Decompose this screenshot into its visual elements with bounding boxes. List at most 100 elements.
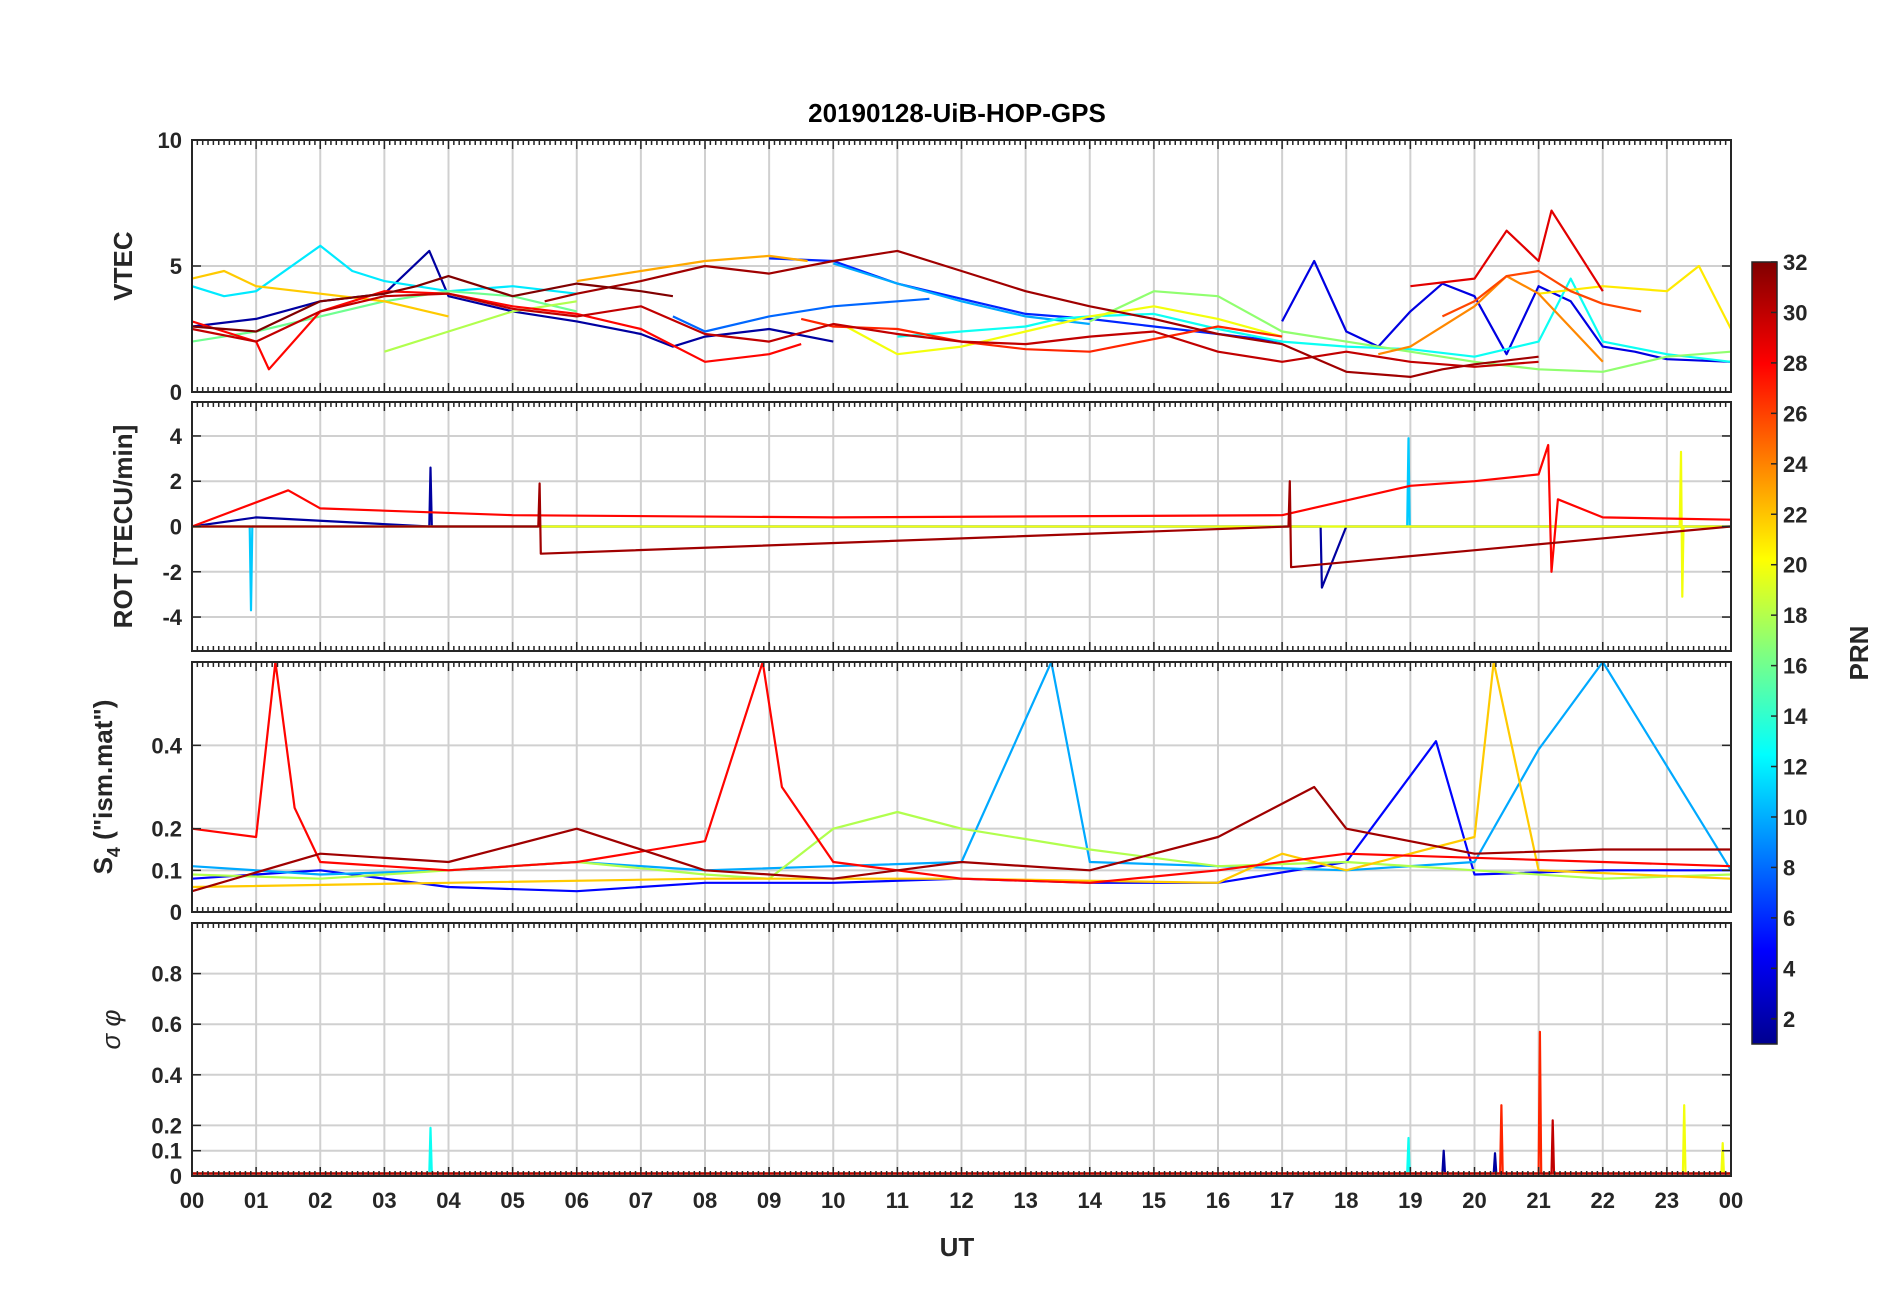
panel-sigma_phi: 00.10.2 0.4 0.6 0.8 σ φ bbox=[96, 922, 1732, 1189]
x-tick-label: 20 bbox=[1462, 1188, 1486, 1213]
x-tick-label: 14 bbox=[1078, 1188, 1103, 1213]
x-tick-label: 13 bbox=[1013, 1188, 1037, 1213]
colorbar-tick-label: 26 bbox=[1783, 401, 1807, 426]
series-line-prn-31 bbox=[192, 480, 1731, 569]
colorbar-tick-label: 12 bbox=[1783, 755, 1807, 780]
x-tick-label: 00 bbox=[1719, 1188, 1743, 1213]
y-tick-label: 5 bbox=[170, 254, 182, 279]
series-line-prn-18 bbox=[384, 300, 577, 353]
y-tick-label: 0.1 bbox=[151, 858, 182, 883]
x-tick-label: 12 bbox=[949, 1188, 973, 1213]
x-tick-label: 15 bbox=[1142, 1188, 1166, 1213]
y-tick-label: 0.4 bbox=[151, 1063, 182, 1088]
x-tick-label: 05 bbox=[500, 1188, 524, 1213]
x-tick-label: 19 bbox=[1398, 1188, 1422, 1213]
y-axis-label-s: S bbox=[88, 857, 118, 874]
series-line-prn-30 bbox=[192, 292, 1539, 368]
series-line-prn-24 bbox=[1378, 275, 1604, 363]
colorbar-tick-label: 18 bbox=[1783, 603, 1807, 628]
x-tick-label: 21 bbox=[1526, 1188, 1550, 1213]
series-line-prn-20 bbox=[845, 305, 1283, 356]
x-tick-label: 09 bbox=[757, 1188, 781, 1213]
x-tick-label: 22 bbox=[1591, 1188, 1615, 1213]
colorbar-tick-label: 30 bbox=[1783, 300, 1807, 325]
y-axis-label-s4: S4 ("ism.mat") bbox=[88, 700, 124, 875]
x-tick-label: 07 bbox=[629, 1188, 653, 1213]
y-tick-label: 0 bbox=[170, 1164, 182, 1189]
colorbar-tick-label: 32 bbox=[1783, 250, 1807, 275]
y-tick-label: 0.2 bbox=[151, 817, 182, 842]
series-line-prn-17 bbox=[1089, 290, 1731, 373]
series-line-prn-29 bbox=[1410, 209, 1604, 292]
y-tick-label: 0 bbox=[170, 515, 182, 540]
panel-rot-series-group bbox=[192, 437, 1731, 612]
colorbar-tick-label: 10 bbox=[1783, 805, 1807, 830]
y-axis-label-rest: ("ism.mat") bbox=[88, 700, 118, 847]
colorbar-tick-label: 20 bbox=[1783, 553, 1807, 578]
x-tick-label: 08 bbox=[693, 1188, 717, 1213]
y-tick-label: 0.8 bbox=[151, 962, 182, 987]
y-tick-label: 2 bbox=[170, 469, 182, 494]
series-line-prn-22 bbox=[192, 662, 1731, 889]
x-tick-label: 23 bbox=[1655, 1188, 1679, 1213]
y-tick-label: 0 bbox=[170, 900, 182, 925]
x-axis-label: UT bbox=[940, 1232, 975, 1262]
colorbar-tick-label: 2 bbox=[1783, 1007, 1795, 1032]
chart-title: 20190128-UiB-HOP-GPS bbox=[808, 98, 1106, 128]
x-tick-label: 00 bbox=[180, 1188, 204, 1213]
y-axis-label-sigma_phi: σ φ bbox=[96, 1010, 126, 1050]
x-tick-label: 17 bbox=[1270, 1188, 1294, 1213]
series-line-prn-23 bbox=[576, 254, 808, 283]
x-tick-label: 02 bbox=[308, 1188, 332, 1213]
panel-vtec-series-group bbox=[192, 209, 1731, 378]
x-tick-label: 10 bbox=[821, 1188, 845, 1213]
colorbar-tick-label: 4 bbox=[1783, 956, 1796, 981]
y-tick-label: 0 bbox=[170, 380, 182, 405]
colorbar-tick-label: 14 bbox=[1783, 704, 1808, 729]
y-tick-label: -2 bbox=[162, 560, 182, 585]
series-line-prn-28 bbox=[192, 443, 1731, 573]
series-line-prn-28 bbox=[192, 662, 1731, 884]
x-tick-labels: 00 01 02 03 04 05 06 07 08 09 10 11 12 13 14 15 16 17 18 19… bbox=[180, 1188, 1743, 1213]
series-line-prn-28 bbox=[192, 290, 802, 371]
series-line-prn-8 bbox=[672, 297, 930, 333]
panel-rot-frame bbox=[191, 401, 1732, 652]
y-axis-label-vtec: VTEC bbox=[108, 231, 138, 301]
x-tick-label: 01 bbox=[244, 1188, 268, 1213]
series-line-prn-26 bbox=[1441, 269, 1642, 318]
y-axis-label-rot: ROT [TECU/min] bbox=[108, 425, 138, 629]
series-line-prn-20 bbox=[192, 450, 1731, 598]
panel-vtec-frame bbox=[191, 139, 1732, 393]
colorbar-gradient bbox=[1751, 261, 1778, 1045]
panel-s4-series-group bbox=[192, 662, 1731, 893]
series-line-prn-22 bbox=[192, 269, 449, 318]
y-tick-label: 0.2 bbox=[151, 1113, 182, 1138]
x-tick-label: 03 bbox=[372, 1188, 396, 1213]
y-tick-label: 0.6 bbox=[151, 1012, 182, 1037]
panel-s4: 0 0.1 0.2 0.4 S4 ("ism.mat") bbox=[88, 661, 1732, 925]
y-tick-label: 0.1 bbox=[151, 1139, 182, 1164]
series-line-prn-10 bbox=[832, 262, 1090, 326]
panel-rot: -4 -2 0 2 4 ROT [TECU/min] bbox=[108, 401, 1732, 652]
x-tick-label: 04 bbox=[436, 1188, 461, 1213]
series-line-prn-32 bbox=[192, 275, 674, 333]
x-tick-label: 11 bbox=[886, 1188, 909, 1213]
y-axis-label-subscript: 4 bbox=[104, 847, 124, 857]
x-tick-label: 06 bbox=[565, 1188, 589, 1213]
colorbar-tick-label: 6 bbox=[1783, 906, 1795, 931]
panel-vtec: 0 5 10 VTEC bbox=[108, 128, 1732, 405]
series-line-prn-31 bbox=[192, 785, 1731, 893]
colorbar-tick-label: 22 bbox=[1783, 502, 1807, 527]
y-tick-label: 0.4 bbox=[151, 733, 182, 758]
colorbar-tick-label: 24 bbox=[1783, 452, 1808, 477]
series-line-prn-31 bbox=[544, 249, 1539, 378]
series-line-prn-21 bbox=[1538, 264, 1731, 330]
colorbar-tick-label: 8 bbox=[1783, 855, 1795, 880]
x-tick-label: 16 bbox=[1206, 1188, 1230, 1213]
colorbar-label: PRN bbox=[1844, 626, 1874, 681]
series-line-prn-4 bbox=[1281, 259, 1731, 363]
